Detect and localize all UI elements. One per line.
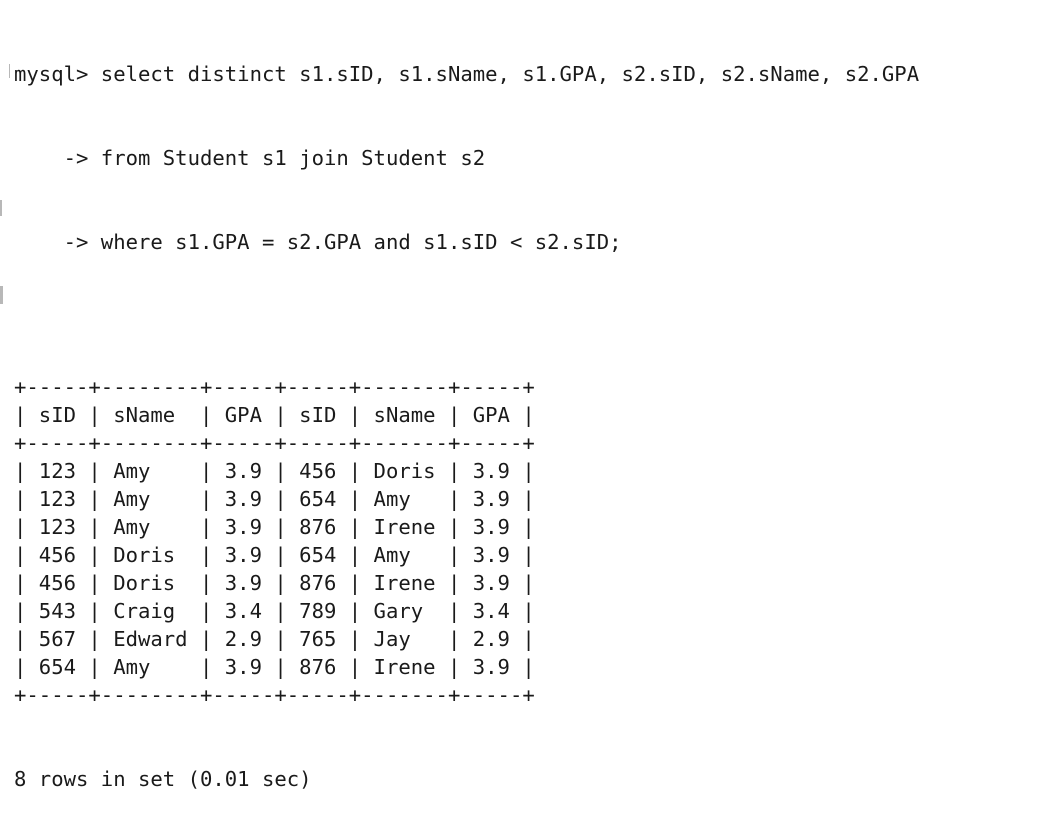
window-edge-mark: [9, 64, 10, 78]
table-row: | 123 | Amy | 3.9 | 456 | Doris | 3.9 |: [14, 459, 535, 483]
table-row: | 456 | Doris | 3.9 | 654 | Amy | 3.9 |: [14, 543, 535, 567]
terminal-output: mysql> select distinct s1.sID, s1.sName,…: [14, 4, 919, 821]
table-row: | 456 | Doris | 3.9 | 876 | Irene | 3.9 …: [14, 571, 535, 595]
query-line-3: -> where s1.GPA = s2.GPA and s1.sID < s2…: [14, 230, 622, 254]
table-row: | 567 | Edward | 2.9 | 765 | Jay | 2.9 |: [14, 627, 535, 651]
status-line: 8 rows in set (0.01 sec): [14, 767, 312, 791]
query-line-1: mysql> select distinct s1.sID, s1.sName,…: [14, 62, 920, 86]
table-header-row: | sID | sName | GPA | sID | sName | GPA …: [14, 403, 535, 427]
window-edge-mark: [0, 286, 3, 304]
table-border: +-----+--------+-----+-----+-------+----…: [14, 683, 535, 707]
table-border: +-----+--------+-----+-----+-------+----…: [14, 431, 535, 455]
table-row: | 543 | Craig | 3.4 | 789 | Gary | 3.4 |: [14, 599, 535, 623]
table-row: | 123 | Amy | 3.9 | 876 | Irene | 3.9 |: [14, 515, 535, 539]
table-border: +-----+--------+-----+-----+-------+----…: [14, 375, 535, 399]
query-line-2: -> from Student s1 join Student s2: [14, 146, 486, 170]
table-row: | 654 | Amy | 3.9 | 876 | Irene | 3.9 |: [14, 655, 535, 679]
result-table: +-----+--------+-----+-----+-------+----…: [14, 373, 919, 709]
table-row: | 123 | Amy | 3.9 | 654 | Amy | 3.9 |: [14, 487, 535, 511]
window-edge-mark: [0, 200, 2, 216]
